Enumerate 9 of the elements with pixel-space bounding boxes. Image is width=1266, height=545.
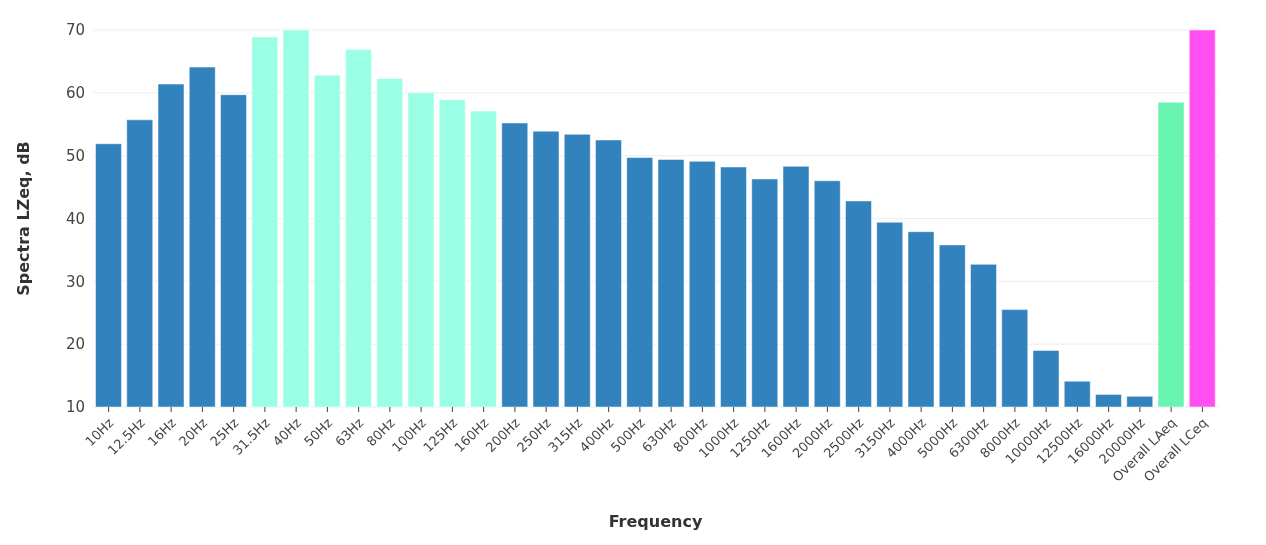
y-tick-label: 30 (65, 272, 85, 291)
x-axis-title: Frequency (608, 512, 703, 531)
y-tick-label: 10 (65, 398, 85, 417)
y-tick-label: 70 (65, 21, 85, 40)
y-axis-title: Spectra LZeq, dB (13, 141, 33, 296)
y-tick-label: 50 (65, 146, 85, 165)
y-tick-label: 20 (65, 335, 85, 354)
y-tick-label: 40 (65, 209, 85, 228)
y-tick-label: 60 (65, 84, 85, 103)
